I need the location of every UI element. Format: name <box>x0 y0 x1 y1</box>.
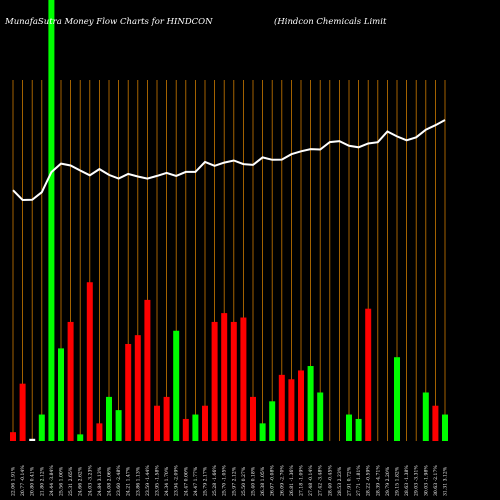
tick-label-2: 20.80 0.41% <box>30 466 36 496</box>
tick-label-16: 24.34 1.70% <box>164 466 170 496</box>
bar-15 <box>154 405 160 441</box>
bar-24 <box>240 317 247 441</box>
bar-18 <box>182 418 189 441</box>
bar-40 <box>394 357 400 441</box>
tick-label-6: 25.31 2.65% <box>68 466 74 496</box>
tick-label-17: 23.94 -2.09% <box>174 465 180 496</box>
bar-10 <box>106 396 112 441</box>
tick-label-29: 26.81 -1.36% <box>289 465 295 496</box>
tick-label-30: 27.18 -1.09% <box>299 465 305 496</box>
tick-label-27: 26.07 -0.08% <box>270 465 276 496</box>
tick-label-20: 25.79 2.17% <box>203 466 209 496</box>
tick-label-7: 24.66 2.62% <box>78 466 84 496</box>
bar-36 <box>355 418 362 441</box>
bar-6 <box>67 321 74 441</box>
tick-label-21: 25.28 -1.66% <box>212 465 218 496</box>
bar-5 <box>58 348 64 441</box>
tick-label-33: 28.40 -0.45% <box>327 465 333 496</box>
tick-label-1: 20.77 -0.14% <box>20 465 26 496</box>
bar-12 <box>125 343 132 441</box>
tick-label-14: 23.59 -1.44% <box>145 465 151 496</box>
chart-title-left: MunafaSutra Money Flow Charts for HINDCO… <box>4 17 213 27</box>
tick-label-24: 25.50 0.27% <box>241 466 247 496</box>
bar-0 <box>10 432 16 441</box>
tick-label-8: 24.03 -3.23% <box>87 465 93 496</box>
tick-label-22: 25.70 -1.05% <box>222 465 228 496</box>
tick-label-45: 31.31 3.12% <box>443 466 449 496</box>
bar-3 <box>38 414 45 441</box>
bar-1 <box>19 383 26 441</box>
tick-label-40: 29.15 1.82% <box>395 466 401 496</box>
chart-title-right: (Hindcon Chemicals Limit <box>274 16 387 27</box>
bar-2 <box>29 438 36 441</box>
grid-lines <box>12 80 446 441</box>
tick-label-11: 23.60 -2.48% <box>116 465 122 496</box>
bar-11 <box>115 410 122 441</box>
bar-35 <box>346 414 352 441</box>
bar-31 <box>307 366 314 441</box>
bar-20 <box>202 405 208 441</box>
bar-30 <box>298 370 304 441</box>
money-flow-bars <box>10 0 448 441</box>
bar-26 <box>259 423 266 441</box>
tick-label-34: 28.53 2.23% <box>337 466 343 496</box>
bar-16 <box>163 396 170 441</box>
tick-label-10: 24.08 2.06% <box>107 466 113 496</box>
bar-8 <box>86 282 93 441</box>
bar-14 <box>144 299 151 441</box>
bar-9 <box>96 423 103 441</box>
tick-label-4: 24.44 -3.84% <box>49 465 55 496</box>
tick-label-35: 27.91 0.72% <box>347 466 353 496</box>
bar-25 <box>250 396 256 441</box>
price-line <box>12 119 446 202</box>
tick-label-18: 24.47 0.00% <box>183 466 189 496</box>
tick-label-41: 28.63 -1.38% <box>404 465 410 496</box>
bar-45 <box>442 414 448 441</box>
bar-7 <box>77 434 84 441</box>
tick-label-36: 27.71 -1.81% <box>356 465 362 496</box>
bar-28 <box>278 374 285 441</box>
tick-label-9: 24.84 3.13% <box>97 466 103 496</box>
bar-32 <box>317 392 324 441</box>
bar-29 <box>288 379 295 441</box>
tick-label-15: 23.95 -1.58% <box>155 465 161 496</box>
tick-label-25: 25.40 0.18% <box>251 466 257 496</box>
bar-23 <box>230 321 237 441</box>
price-line-path <box>12 119 446 202</box>
bar-21 <box>211 321 218 441</box>
bar-19 <box>192 414 199 441</box>
bar-43 <box>422 392 429 441</box>
tick-label-44: 30.63 -2.17% <box>433 465 439 496</box>
bar-44 <box>432 405 439 441</box>
tick-label-23: 25.97 2.12% <box>231 466 237 496</box>
tick-label-0: 22.06 1.91% <box>11 466 17 496</box>
bar-37 <box>365 308 372 441</box>
tick-label-19: 24.47 1.77% <box>193 466 199 496</box>
tick-label-32: 27.42 -3.48% <box>318 465 324 496</box>
tick-label-39: 29.79 2.20% <box>385 466 391 496</box>
bar-13 <box>134 335 141 441</box>
tick-label-43: 30.03 -1.98% <box>423 465 429 496</box>
tick-label-26: 26.38 1.05% <box>260 466 266 496</box>
tick-label-31: 27.48 -0.14% <box>308 465 314 496</box>
bar-4 <box>48 0 55 441</box>
tick-label-37: 28.22 -0.59% <box>366 465 372 496</box>
tick-label-13: 23.86 1.13% <box>135 466 141 496</box>
tick-label-12: 24.21 1.47% <box>126 466 132 496</box>
tick-label-38: 28.39 -4.71% <box>375 465 381 496</box>
x-axis-tick-labels: 22.06 1.91% 20.77 -0.14% 20.80 0.41% 21.80 … <box>11 465 449 496</box>
bar-22 <box>221 313 228 441</box>
bar-17 <box>173 330 180 441</box>
bar-27 <box>269 401 276 441</box>
tick-label-28: 26.09 -2.70% <box>279 465 285 496</box>
tick-label-3: 21.80 2.12% <box>39 466 45 496</box>
tick-label-42: 29.03 -3.31% <box>414 465 420 496</box>
tick-label-5: 25.56 1.00% <box>59 466 65 496</box>
